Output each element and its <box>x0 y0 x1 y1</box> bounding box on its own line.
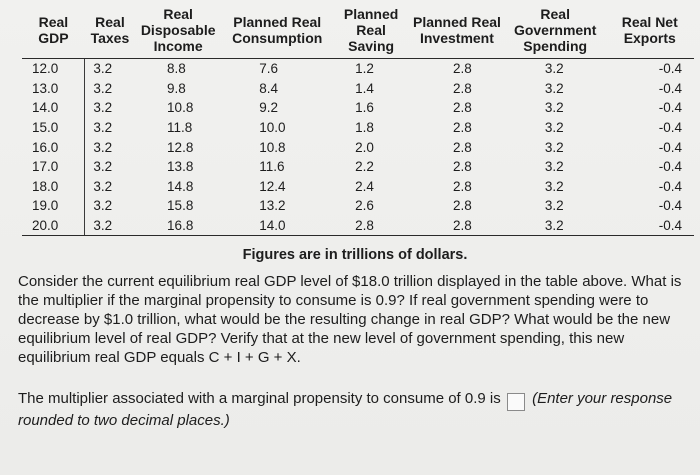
table-cell: 11.6 <box>259 159 285 175</box>
table-cell: 10.8 <box>167 100 194 116</box>
table-cell: 14.0 <box>22 98 86 118</box>
table-cell: 3.2 <box>544 198 564 214</box>
table-row: 20.0 3.2 16.8 14.0 2.8 2.8 3.2 -0.4 <box>22 215 694 237</box>
table-cell: 1.2 <box>355 61 374 77</box>
table-cell: 17.0 <box>22 156 86 177</box>
table-row: 13.0 3.2 9.8 8.4 1.4 2.8 3.2 -0.4 <box>22 78 694 99</box>
table-cell: 3.2 <box>544 178 564 194</box>
table-cell: 11.8 <box>167 120 193 136</box>
table-cell: 2.2 <box>355 159 374 175</box>
table-cell: 14.8 <box>167 178 194 194</box>
column-header: Real Taxes <box>84 6 136 59</box>
column-header: Real Net Exports <box>605 6 694 59</box>
table-row: 12.0 3.2 8.8 7.6 1.2 2.8 3.2 -0.4 <box>22 58 694 79</box>
table-cell: 14.0 <box>221 215 334 237</box>
table-cell: -0.4 <box>658 80 682 96</box>
column-header: Real GDP <box>22 6 85 59</box>
table-cell: 15.0 <box>22 117 86 138</box>
table-cell: 3.2 <box>93 61 113 77</box>
table-row: 17.0 3.2 13.8 11.6 2.2 2.8 3.2 -0.4 <box>22 156 694 177</box>
table-row: 14.0 3.2 10.8 9.2 1.6 2.8 3.2 -0.4 <box>22 98 694 118</box>
table-cell: 2.6 <box>355 198 374 214</box>
table-cell: 1.4 <box>355 80 374 96</box>
table-cell: 13.2 <box>259 198 286 214</box>
table-row: 18.0 3.2 14.8 12.4 2.4 2.8 3.2 -0.4 <box>22 176 694 197</box>
table-cell: 8.8 <box>167 61 186 77</box>
table-cell: 16.8 <box>135 215 222 237</box>
economic-data-table: Real GDP Real Taxes Real Disposable Income… <box>22 6 694 237</box>
table-cell: 12.0 <box>22 58 86 79</box>
table-cell: 3.2 <box>93 198 113 214</box>
table-cell: 2.8 <box>453 178 472 194</box>
table-cell: 3.2 <box>93 100 113 116</box>
table-cell: 12.8 <box>167 139 194 155</box>
table-cell: 2.8 <box>453 120 472 136</box>
table-cell: 8.4 <box>259 80 279 96</box>
table-cell: 10.8 <box>259 139 286 155</box>
table-cell: 20.0 <box>22 215 86 237</box>
table-cell: 3.2 <box>93 120 113 136</box>
answer-prompt: The multiplier associated with a margina… <box>18 390 501 407</box>
table-cell: 13.0 <box>22 78 86 99</box>
table-cell: 16.0 <box>22 137 86 157</box>
table-cell: -0.4 <box>658 198 682 214</box>
question-text: Consider the current equilibrium real GD… <box>18 273 682 366</box>
table-cell: -0.4 <box>658 100 682 116</box>
answer-hint: (Enter your response rounded to two deci… <box>18 390 673 429</box>
table-cell: 3.2 <box>544 61 564 77</box>
table-cell: 1.6 <box>355 100 374 116</box>
table-cell: 9.2 <box>259 100 279 116</box>
column-header: Real Disposable Income <box>135 6 222 59</box>
table-cell: 3.2 <box>544 159 564 175</box>
table-row: 15.0 3.2 11.8 10.0 1.8 2.8 3.2 -0.4 <box>22 117 694 138</box>
table-cell: 3.2 <box>544 100 564 116</box>
column-header: Real Government Spending <box>504 6 606 59</box>
column-header: Planned Real Saving <box>333 6 410 59</box>
column-header: Planned Real Consumption <box>221 6 334 59</box>
table-cell: -0.4 <box>658 120 682 136</box>
table-cell: 2.8 <box>453 61 472 77</box>
column-header: Planned Real Investment <box>409 6 505 59</box>
table-cell: 19.0 <box>22 196 86 216</box>
table-cell: 3.2 <box>93 159 113 175</box>
table-cell: 2.8 <box>453 100 472 116</box>
table-cell: 3.2 <box>504 215 606 237</box>
table-body: 12.0 3.2 8.8 7.6 1.2 2.8 3.2 -0.4 13.0 3.2 9.8 8.4 1… <box>22 58 694 237</box>
table-cell: 2.8 <box>333 215 410 237</box>
table-cell: 2.8 <box>453 139 472 155</box>
table-cell: 9.8 <box>167 80 186 96</box>
table-cell: 18.0 <box>22 176 86 197</box>
table-cell: 3.2 <box>93 139 113 155</box>
table-header-row: Real GDP Real Taxes Real Disposable Income… <box>22 6 694 59</box>
table-cell: -0.4 <box>658 159 682 175</box>
table-cell: 1.8 <box>355 120 374 136</box>
table-cell: 13.8 <box>167 159 194 175</box>
table-row: 19.0 3.2 15.8 13.2 2.6 2.8 3.2 -0.4 <box>22 196 694 216</box>
answer-line: The multiplier associated with a margina… <box>18 389 682 431</box>
table-cell: 2.8 <box>409 215 505 237</box>
table-cell: -0.4 <box>658 139 682 155</box>
table-cell: 3.2 <box>544 139 564 155</box>
table-footnote: Figures are in trillions of dollars. <box>242 247 468 263</box>
table-row: 16.0 3.2 12.8 10.8 2.0 2.8 3.2 -0.4 <box>22 137 694 157</box>
table-cell: 3.2 <box>84 215 136 237</box>
table-cell: 10.0 <box>259 120 286 136</box>
multiplier-answer-input[interactable] <box>506 393 525 411</box>
table-cell: 2.8 <box>453 198 472 214</box>
table-cell: -0.4 <box>658 178 682 194</box>
table-cell: 3.2 <box>544 120 564 136</box>
table-cell: -0.4 <box>605 215 694 237</box>
table-cell: 3.2 <box>544 80 564 96</box>
table-cell: 2.8 <box>453 159 472 175</box>
table-cell: -0.4 <box>658 61 682 77</box>
table-cell: 15.8 <box>167 198 194 214</box>
table-cell: 2.4 <box>355 178 374 194</box>
table-cell: 12.4 <box>259 178 286 194</box>
table-cell: 2.0 <box>355 139 374 155</box>
table-cell: 3.2 <box>93 80 113 96</box>
table-cell: 3.2 <box>93 178 113 194</box>
table-cell: 7.6 <box>259 61 279 77</box>
table-cell: 2.8 <box>453 80 472 96</box>
